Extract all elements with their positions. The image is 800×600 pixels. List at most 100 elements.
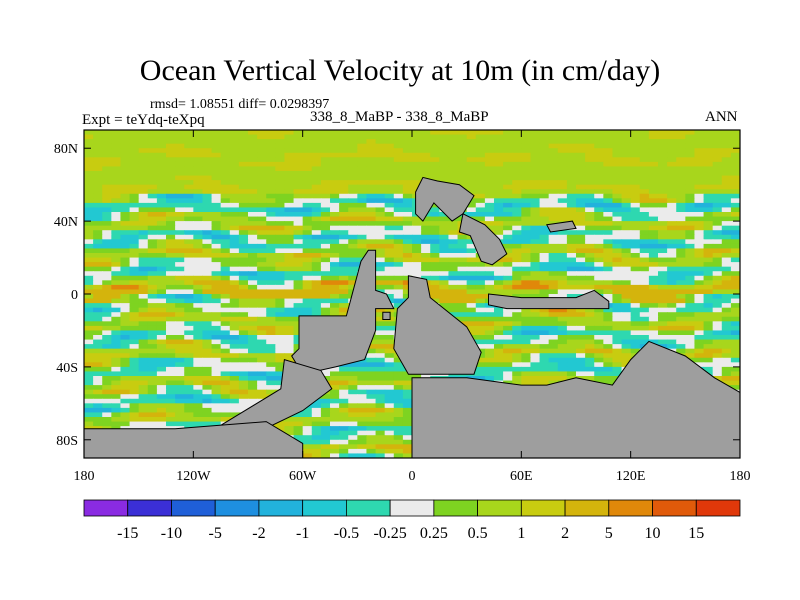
field-cell [339,248,349,254]
field-cell [293,330,304,336]
field-cell [339,202,349,209]
field-cell [594,257,604,263]
field-cell [494,157,504,163]
field-cell [648,266,659,272]
field-cell [639,171,650,177]
field-cell [539,262,550,268]
field-cell [138,385,149,391]
field-cell [503,330,513,336]
field-cell [703,134,714,140]
field-cell [648,271,659,277]
field-cell [330,148,340,154]
field-cell [211,171,222,177]
field-cell [120,202,131,209]
field-cell [348,207,358,213]
field-cell [275,243,286,250]
field-cell [357,362,368,368]
field-cell [184,171,194,177]
field-cell [147,271,158,277]
field-cell [630,171,641,177]
field-cell [275,221,286,227]
field-cell [284,339,295,345]
field-cell [175,271,185,277]
field-cell [521,357,532,363]
field-cell [539,180,550,186]
field-cell [393,130,404,136]
field-cell [676,303,686,309]
field-cell [530,271,541,277]
field-cell [484,357,495,363]
field-cell [202,184,213,190]
field-cell [402,216,413,222]
field-cell [220,257,231,263]
field-cell [694,139,705,145]
field-cell [156,325,167,332]
field-cell [503,266,513,272]
field-cell [93,366,103,373]
field-cell [339,212,349,218]
field-cell [484,303,495,309]
field-cell [339,230,349,236]
field-cell [439,221,450,227]
field-cell [211,225,222,231]
field-cell [156,266,167,272]
field-cell [576,362,586,368]
field-cell [375,212,386,218]
field-cell [257,330,267,336]
field-cell [211,376,222,382]
field-cell [202,366,213,373]
field-cell [175,184,185,190]
field-cell [393,303,404,309]
field-cell [147,230,158,236]
field-cell [302,262,313,268]
field-cell [585,266,595,272]
field-cell [330,394,340,400]
field-cell [566,166,577,172]
field-cell [138,216,149,222]
field-cell [330,243,340,250]
field-cell [576,280,586,286]
field-cell [102,225,112,231]
field-cell [503,193,513,199]
field-cell [484,193,495,199]
field-cell [721,330,732,336]
field-cell [703,212,714,218]
field-cell [102,385,112,391]
field-cell [184,243,194,250]
field-cell [339,371,349,377]
field-cell [384,262,395,268]
field-cell [93,325,103,332]
field-cell [539,257,550,263]
field-cell [658,316,668,322]
field-cell [548,161,559,168]
field-cell [84,180,94,186]
field-cell [676,325,686,332]
field-cell [166,184,176,190]
field-cell [156,234,167,240]
field-cell [284,330,295,336]
field-cell [384,294,395,300]
field-cell [667,253,677,259]
field-cell [630,161,641,168]
field-cell [448,143,459,149]
field-cell [166,284,176,291]
field-cell [293,280,304,286]
field-cell [466,166,477,172]
field-cell [594,148,604,154]
field-cell [694,348,705,354]
field-cell [612,353,623,359]
field-cell [466,207,477,213]
field-cell [284,298,295,304]
field-cell [384,193,395,199]
field-cell [238,157,249,163]
field-cell [211,198,222,204]
field-cell [257,294,267,300]
field-cell [576,139,586,145]
field-cell [421,143,431,149]
field-cell [166,348,176,354]
field-cell [330,417,340,423]
field-cell [120,243,131,250]
field-cell [229,385,240,391]
field-cell [257,207,267,213]
field-cell [102,362,112,368]
